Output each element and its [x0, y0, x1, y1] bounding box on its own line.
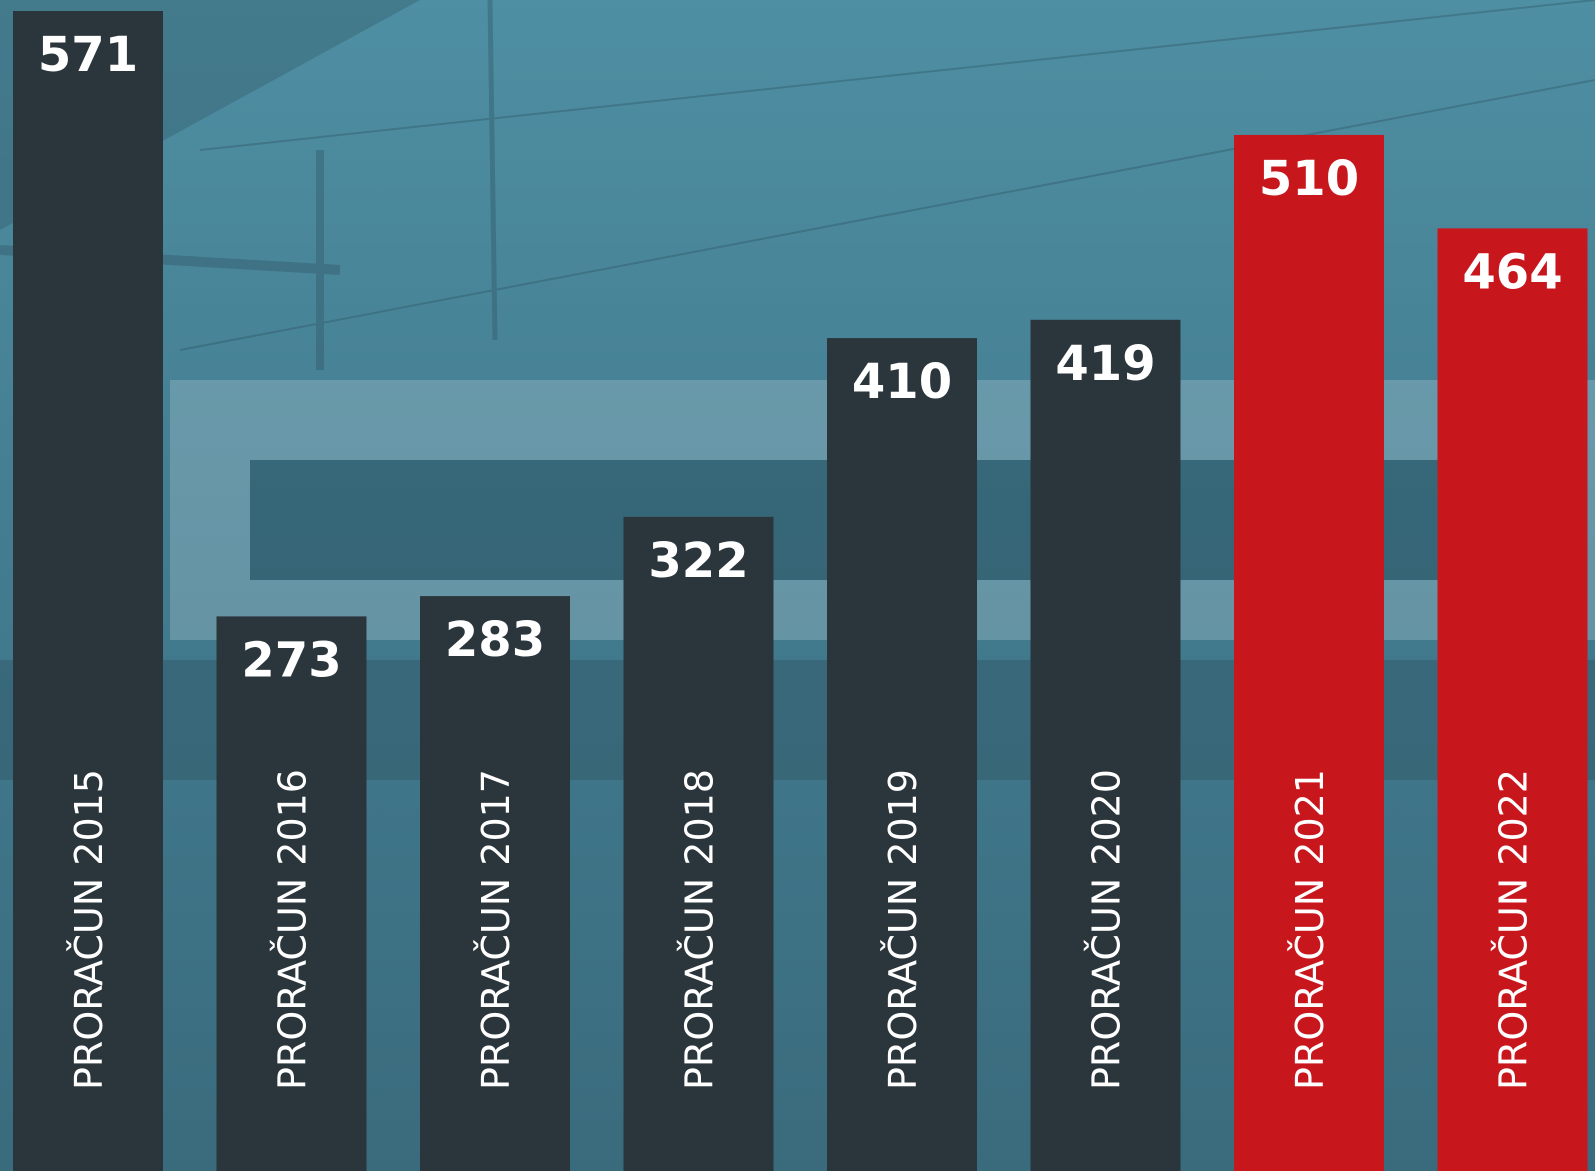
value-label: 571: [38, 27, 138, 83]
category-label: PRORAČUN 2015: [67, 769, 111, 1090]
category-label: PRORAČUN 2021: [1288, 769, 1332, 1090]
value-label: 273: [241, 632, 341, 688]
category-label: PRORAČUN 2017: [474, 769, 518, 1090]
category-label: PRORAČUN 2022: [1492, 769, 1536, 1090]
category-label: PRORAČUN 2018: [678, 769, 722, 1090]
value-label: 283: [445, 612, 545, 668]
chart: 571 PRORAČUN 2015 273 PRORAČUN 2016 283 PRORA…: [0, 0, 1595, 1171]
value-label: 464: [1462, 244, 1562, 300]
value-label: 410: [852, 354, 952, 410]
value-label: 419: [1055, 336, 1155, 392]
value-label: 322: [648, 533, 748, 589]
value-label: 510: [1259, 151, 1359, 207]
category-label: PRORAČUN 2020: [1085, 769, 1129, 1090]
category-label: PRORAČUN 2016: [271, 769, 315, 1090]
category-label: PRORAČUN 2019: [881, 769, 925, 1090]
